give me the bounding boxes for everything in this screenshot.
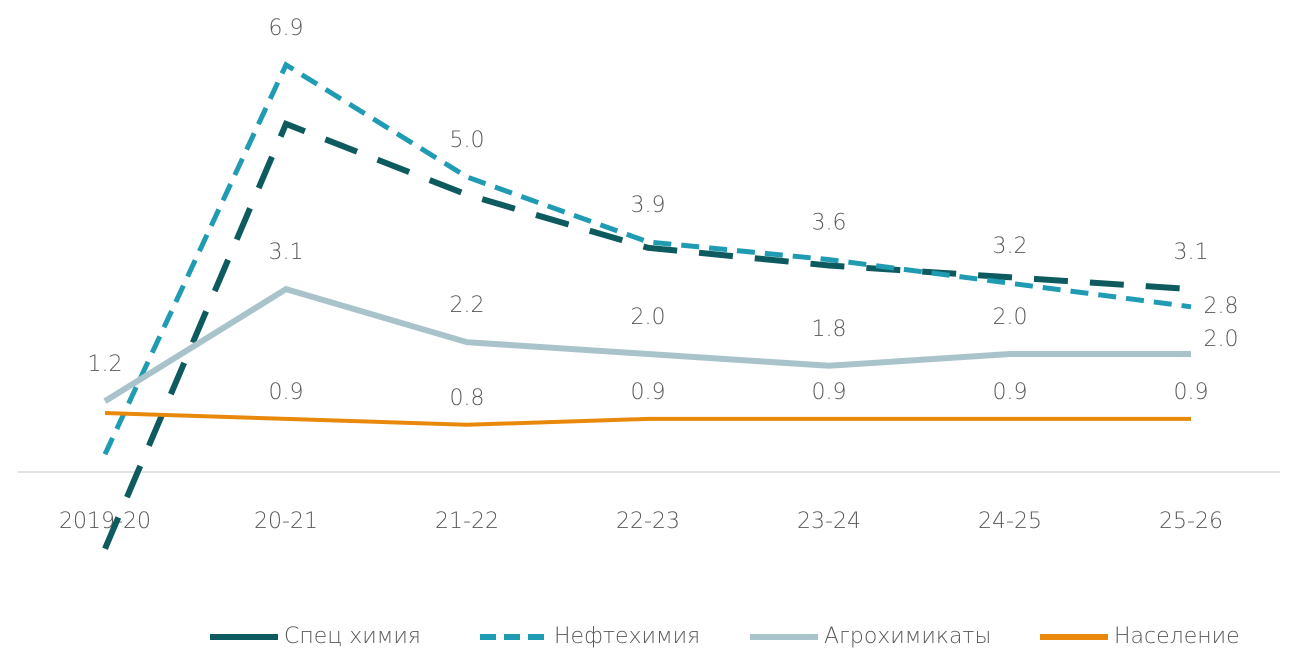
data-label: 1.2 (88, 352, 123, 377)
data-label: 0.9 (269, 380, 304, 405)
data-label: 3.2 (993, 234, 1028, 259)
data-label: 2.0 (993, 305, 1028, 330)
legend-label: Нефтехимия (554, 624, 700, 649)
x-tick-label: 22-23 (616, 509, 680, 534)
x-tick-label: 20-21 (254, 509, 318, 534)
data-label: 5.0 (450, 128, 485, 153)
data-label: 1.8 (812, 317, 847, 342)
data-label: 3.6 (812, 211, 847, 236)
x-tick-label: 21-22 (435, 509, 499, 534)
x-tick-label: 2019-20 (59, 509, 151, 534)
series-line (102, 61, 1192, 456)
data-label: 2.0 (1204, 327, 1239, 352)
x-tick-label: 24-25 (978, 509, 1042, 534)
data-label: 3.1 (269, 240, 304, 265)
data-label: 0.9 (812, 380, 847, 405)
x-tick-label: 25-26 (1159, 509, 1223, 534)
series-line (103, 285, 1191, 404)
data-label: 2.8 (1204, 294, 1239, 319)
data-label: 0.9 (993, 380, 1028, 405)
series-line (104, 411, 1191, 427)
data-label: 0.9 (631, 380, 666, 405)
series-line (102, 120, 1192, 550)
legend-label: Население (1114, 624, 1240, 649)
x-tick-label: 23-24 (797, 509, 861, 534)
data-label: 0.9 (1174, 380, 1209, 405)
legend-label: Спец химия (284, 624, 421, 649)
data-label: 3.9 (631, 193, 666, 218)
data-label: 6.9 (269, 16, 304, 41)
data-label: 0.8 (450, 386, 485, 411)
legend-label: Агрохимикаты (824, 624, 991, 649)
data-label: 3.1 (1174, 240, 1209, 265)
data-label: 2.2 (450, 293, 485, 318)
data-label: 2.0 (631, 305, 666, 330)
